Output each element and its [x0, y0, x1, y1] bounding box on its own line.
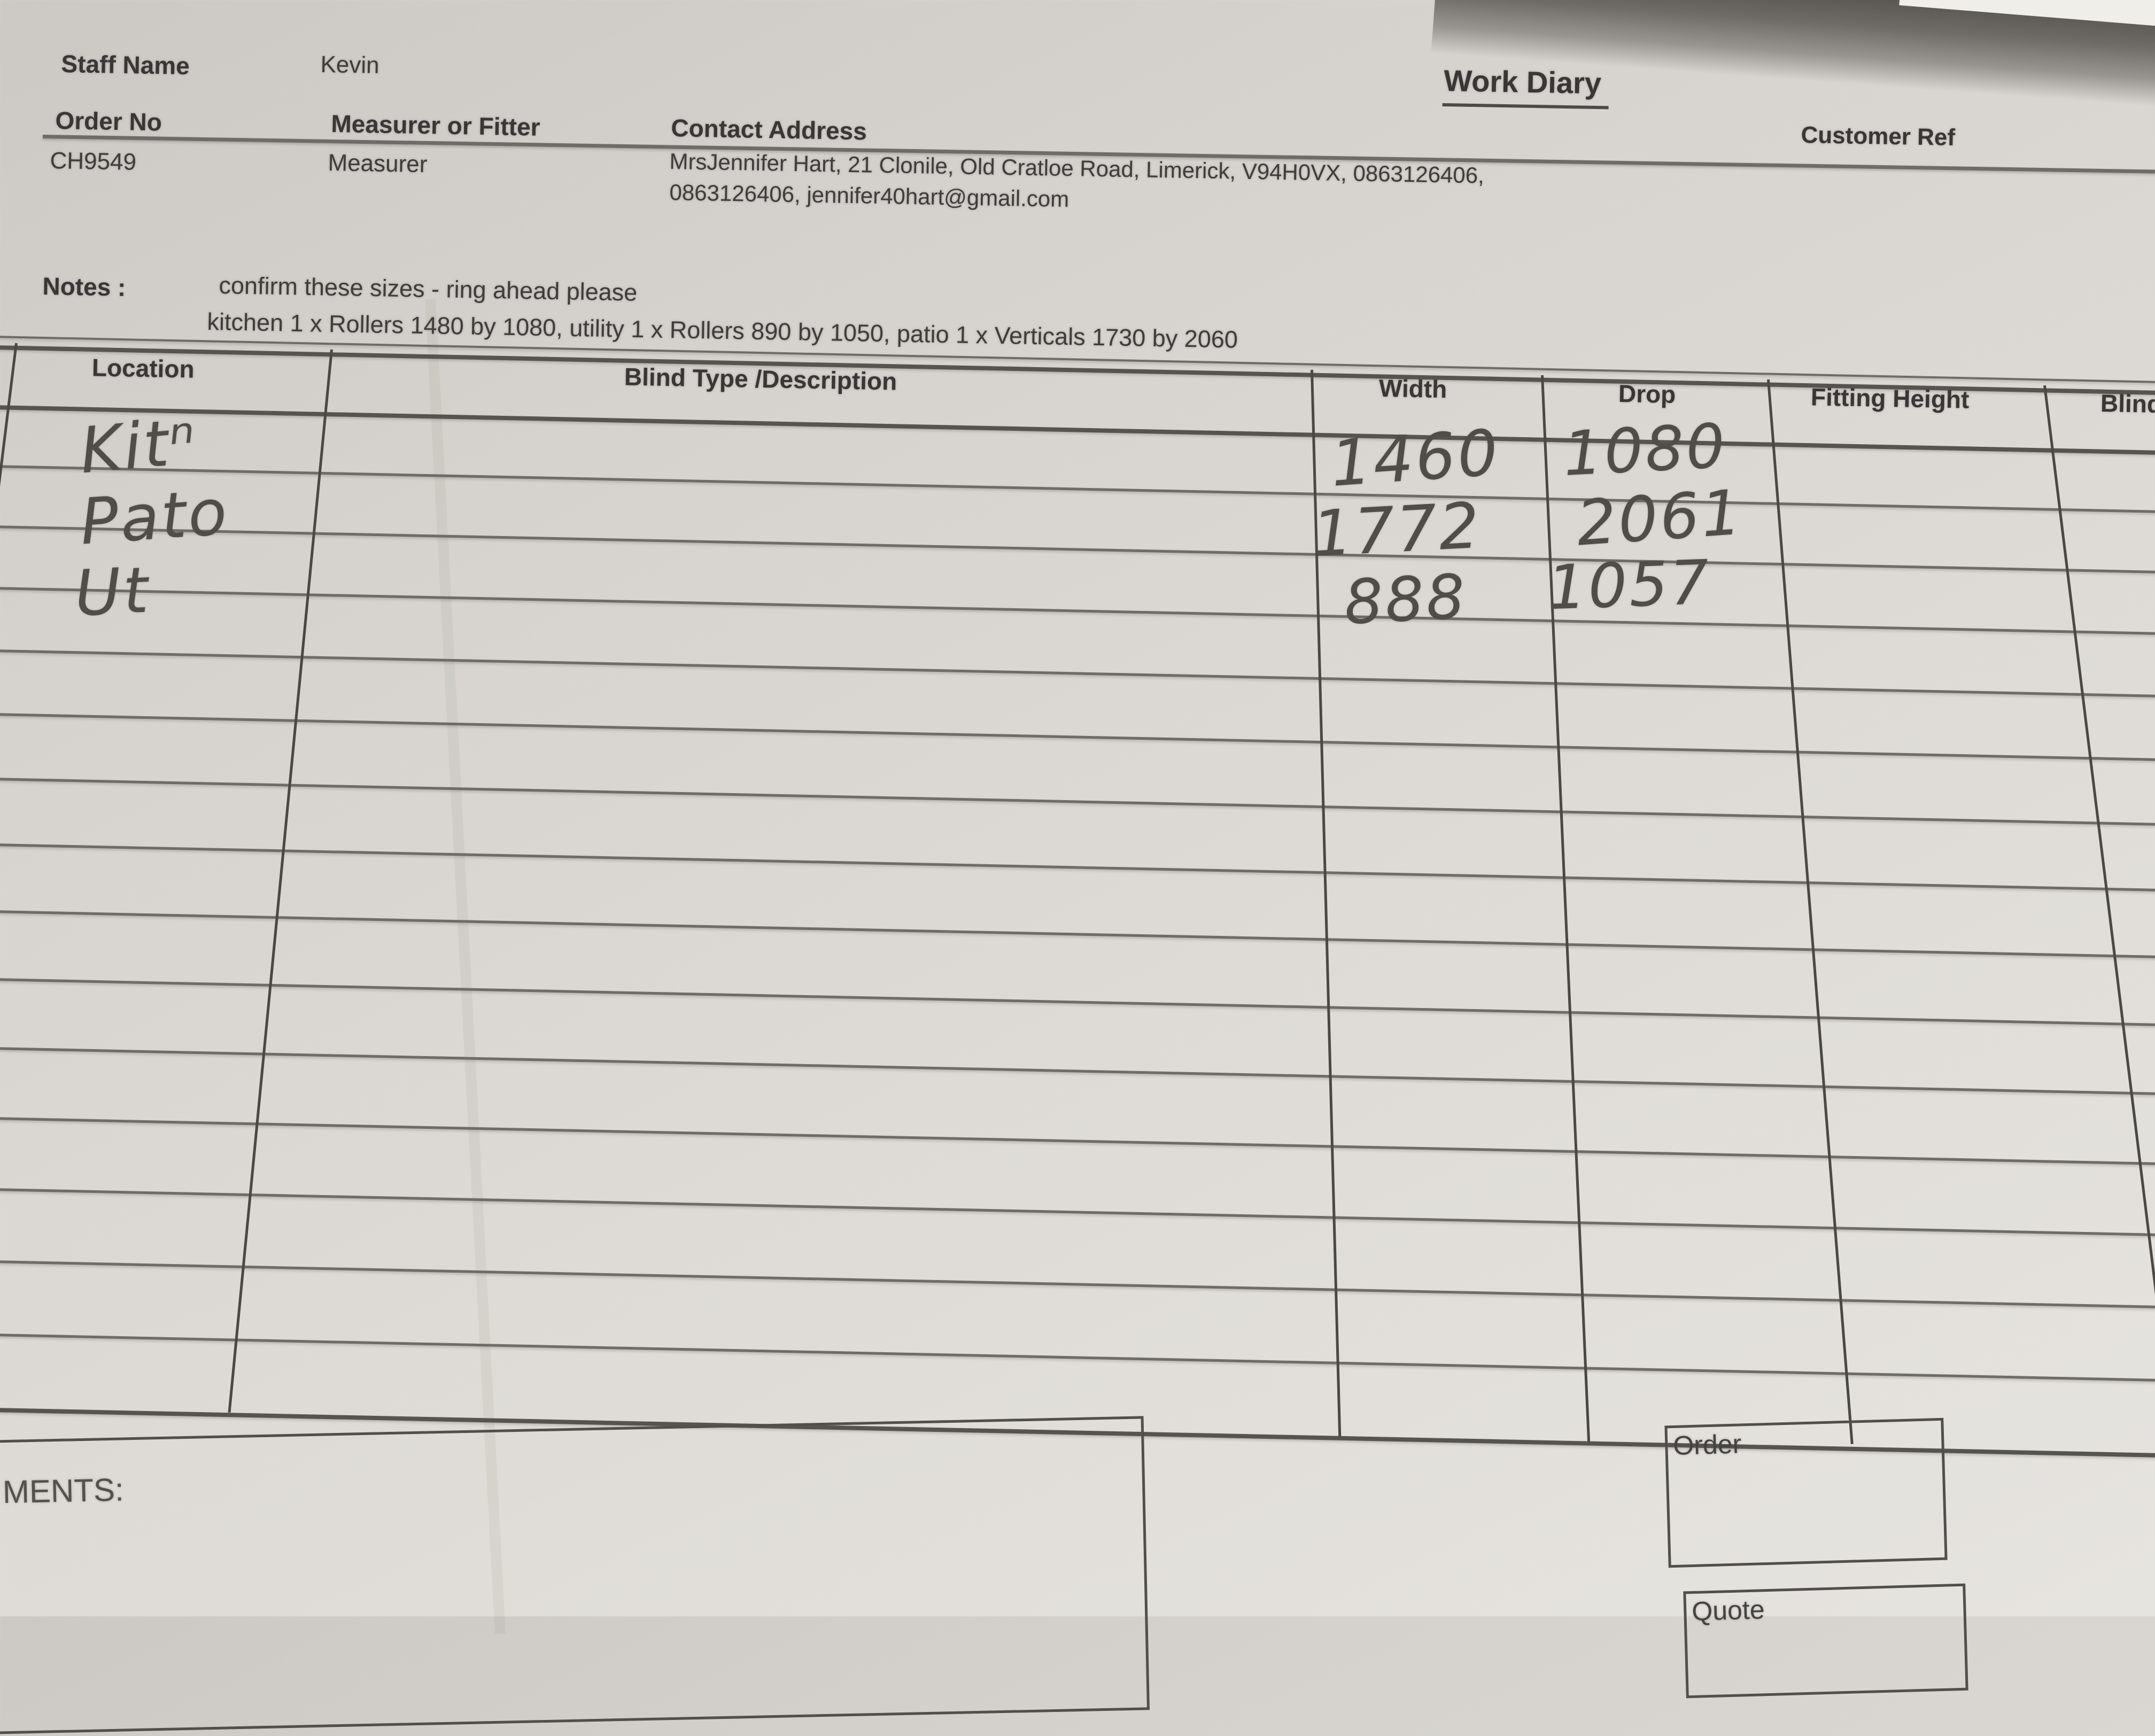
table-row-line: [0, 1117, 2155, 1168]
measurer-or-fitter-label: Measurer or Fitter: [331, 109, 541, 141]
col-header-drop: Drop: [1618, 379, 1676, 408]
col-header-blind: Blind: [2100, 389, 2155, 418]
table-row-line: [0, 1333, 2155, 1385]
table-row-line: [0, 525, 2155, 577]
handwriting-drop-row1: 1080: [1561, 410, 1729, 490]
table-row-line: [0, 649, 2155, 701]
comments-label: MENTS:: [2, 1471, 125, 1510]
table-row-line: [0, 978, 2155, 1029]
notes-line1: confirm these sizes - ring ahead please: [219, 272, 638, 306]
table-left-edge: [0, 343, 18, 1403]
handwriting-location-row1: Kitⁿ: [77, 404, 201, 488]
order-box-label: Order: [1672, 1429, 1742, 1461]
contact-address-label: Contact Address: [671, 113, 867, 145]
table-row-line: [0, 910, 2155, 962]
col-header-width: Width: [1378, 374, 1447, 404]
quote-box: Quote: [1683, 1583, 1968, 1699]
col-header-blind-type: Blind Type /Description: [624, 362, 897, 396]
table-row-line: [0, 712, 2155, 764]
col-header-fitting-height: Fitting Height: [1810, 383, 1970, 414]
handwriting-width-row3: 888: [1342, 561, 1469, 638]
table-top-outer-line: [0, 335, 2155, 386]
order-box: Order: [1664, 1417, 1948, 1568]
handwriting-drop-row3: 1057: [1546, 546, 1712, 624]
table-row-line: [0, 1260, 2155, 1312]
divider-location: [228, 349, 333, 1413]
page-title: Work Diary: [1442, 63, 1609, 110]
table-row-line: [0, 1047, 2155, 1098]
handwriting-location-row2: Pato: [77, 475, 231, 559]
handwriting-location-row3: Ut: [73, 553, 152, 631]
table-row-line: [0, 843, 2155, 895]
table-row-line: [0, 464, 2155, 516]
divider-drop: [1767, 379, 1854, 1445]
notes-label: Notes :: [42, 272, 126, 301]
handwriting-width-row2: 1772: [1310, 488, 1483, 571]
contact-address-line2: 0863126406, jennifer40hart@gmail.com: [669, 180, 1069, 212]
divider-fitting: [2043, 385, 2155, 1446]
quote-box-label: Quote: [1691, 1594, 1765, 1626]
handwriting-drop-row2: 2061: [1574, 476, 1746, 560]
comments-box: MENTS:: [0, 1416, 1150, 1736]
measurement-table: Location Blind Type /Description Width D…: [0, 335, 2155, 1461]
measurer-or-fitter-value: Measurer: [328, 150, 428, 178]
staff-name-label: Staff Name: [61, 49, 190, 80]
col-header-location: Location: [91, 353, 195, 383]
staff-name-value: Kevin: [320, 51, 380, 79]
order-no-value: CH9549: [50, 148, 137, 175]
handwriting-width-row1: 1460: [1328, 415, 1502, 501]
order-no-label: Order No: [55, 106, 162, 136]
customer-ref-label: Customer Ref: [1801, 122, 1956, 151]
table-row-line: [0, 586, 2155, 638]
table-row-line: [0, 777, 2155, 829]
